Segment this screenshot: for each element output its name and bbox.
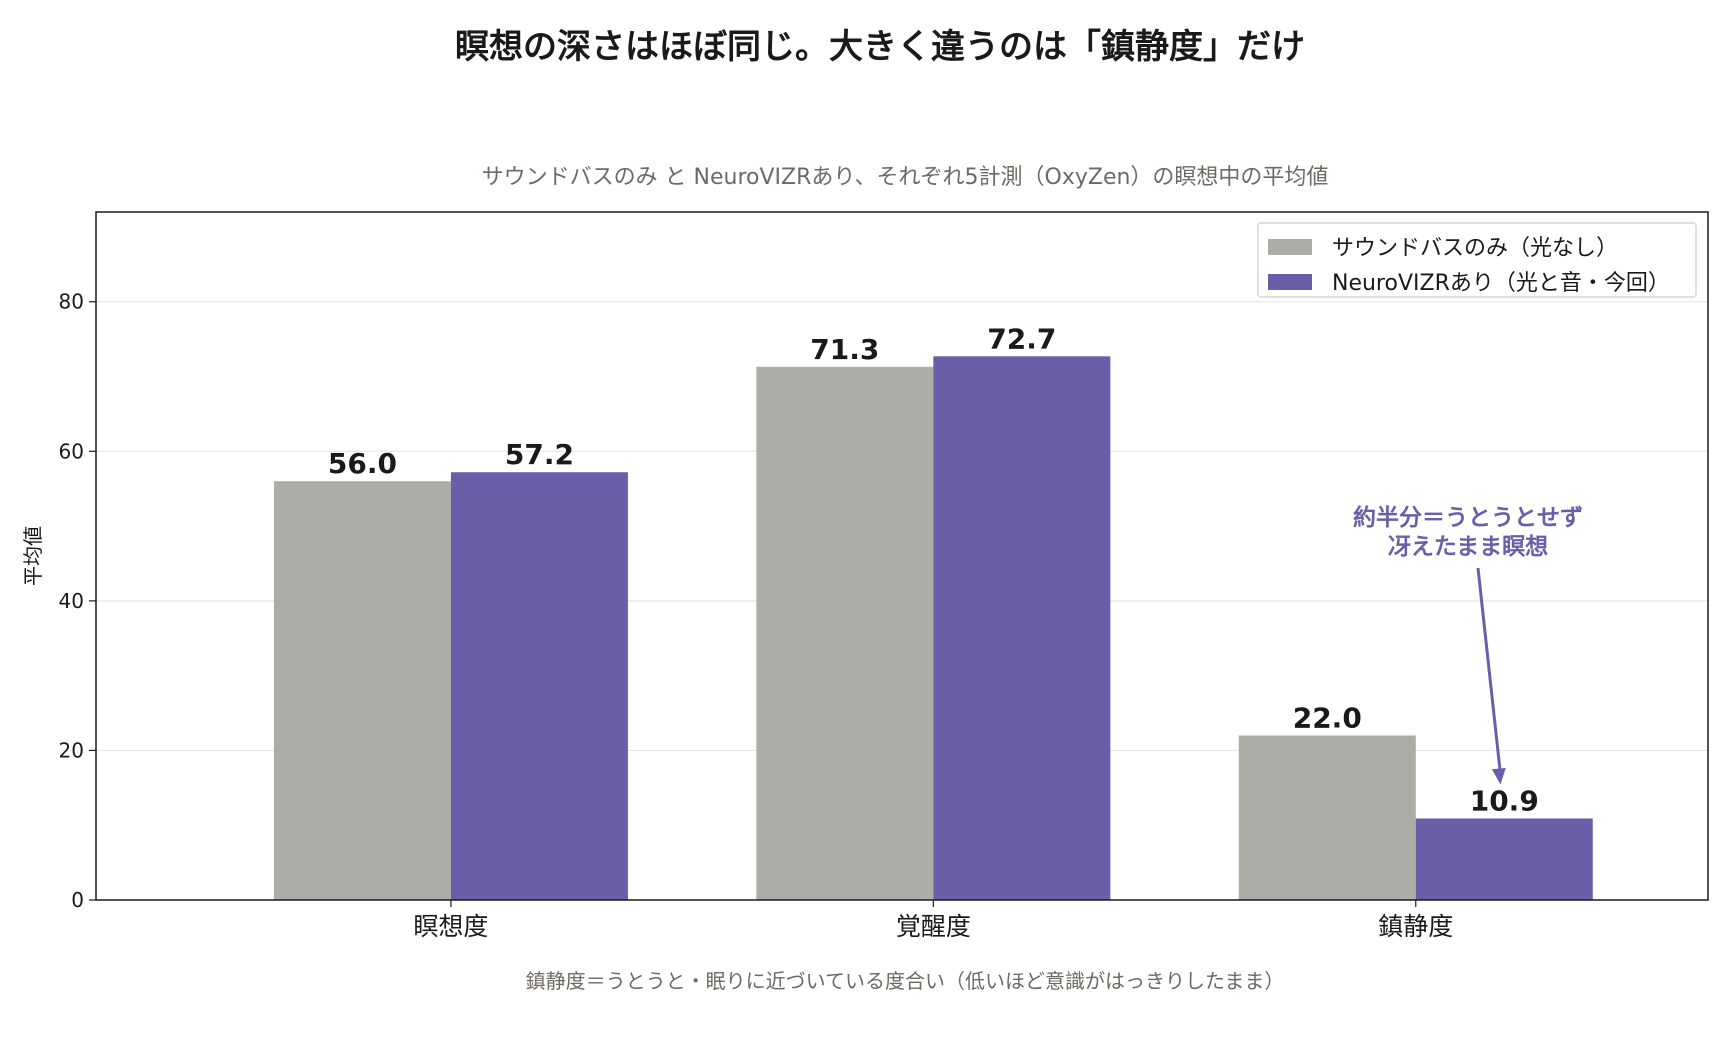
annotation-text: 冴えたまま瞑想 [1388, 534, 1548, 560]
y-tick-label: 60 [59, 439, 84, 463]
bar [933, 356, 1111, 900]
legend-label: サウンドバスのみ（光なし） [1332, 236, 1618, 261]
value-label: 22.0 [1293, 701, 1362, 734]
y-axis-label: 平均値 [21, 526, 45, 586]
value-label: 71.3 [810, 333, 879, 366]
legend-box [1257, 222, 1697, 298]
annotation-arrow-line [1476, 567, 1502, 773]
value-label: 10.9 [1470, 784, 1539, 817]
bar [273, 481, 451, 900]
y-tick-label: 0 [71, 888, 84, 912]
y-axis-ticks: 0 20 40 60 80 [59, 290, 96, 912]
x-tick-label: 瞑想度 [413, 912, 488, 941]
value-labels: 56.0 57.2 71.3 72.7 22.0 10.9 [328, 322, 1539, 817]
bar [1238, 735, 1416, 900]
chart-title: 瞑想の深さはほぼ同じ。大きく違うのは「鎮静度」だけ [455, 27, 1305, 67]
y-tick-label: 80 [59, 290, 84, 314]
value-label: 72.7 [987, 322, 1056, 355]
y-tick-label: 20 [59, 738, 84, 762]
x-axis-ticks: 瞑想度 覚醒度 鎮静度 [413, 900, 1453, 941]
bar [756, 366, 934, 900]
value-label: 57.2 [505, 438, 574, 471]
legend-label: NeuroVIZRあり（光と音・今回） [1332, 271, 1670, 296]
bar [450, 472, 628, 900]
y-tick-label: 40 [59, 589, 84, 613]
footnote: 鎮静度＝うとうと・眠りに近づいている度合い（低いほど意識がはっきりしたまま） [526, 969, 1285, 993]
chart-subtitle: サウンドバスのみ と NeuroVIZRあり、それぞれ5計測（OxyZen）の瞑… [482, 165, 1329, 190]
bar [1415, 818, 1593, 900]
value-label: 56.0 [328, 447, 397, 480]
legend-swatch [1268, 239, 1312, 255]
annotation-arrow-head [1491, 767, 1506, 785]
legend-swatch [1268, 274, 1312, 290]
x-tick-label: 鎮静度 [1378, 912, 1453, 941]
bars [273, 356, 1593, 900]
legend: サウンドバスのみ（光なし） NeuroVIZRあり（光と音・今回） [1257, 222, 1697, 298]
x-tick-label: 覚醒度 [896, 912, 971, 941]
plot-frame [95, 211, 1709, 901]
annotation-text: 約半分＝うとうとせず [1353, 504, 1583, 531]
